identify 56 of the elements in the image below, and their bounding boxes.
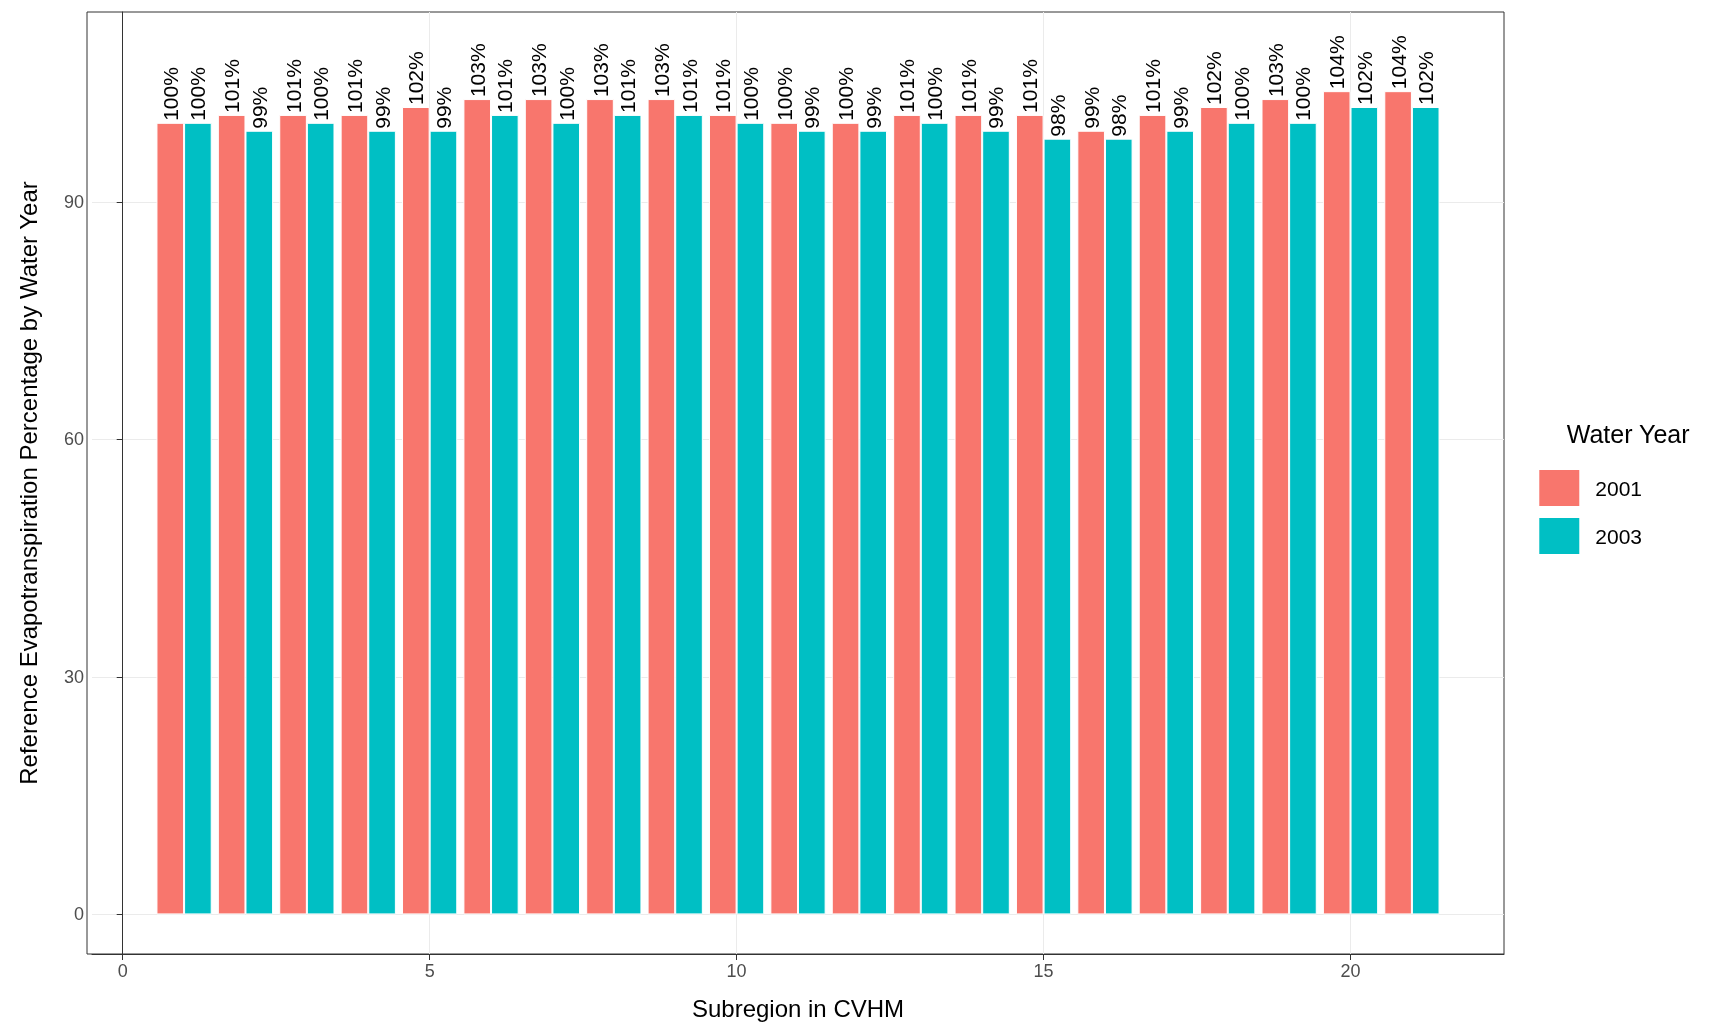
data-label: 101%: [1018, 59, 1042, 113]
data-label: 99%: [1079, 86, 1103, 129]
data-label: 100%: [738, 67, 762, 121]
y-tick-label: 60: [63, 429, 84, 450]
data-label: 101%: [220, 59, 244, 113]
data-label: 101%: [281, 59, 305, 113]
data-label: 102%: [1202, 51, 1226, 105]
data-label: 100%: [186, 67, 210, 121]
legend-label: 2003: [1595, 524, 1642, 548]
data-label: 99%: [370, 86, 394, 129]
legend-label: 2001: [1595, 476, 1642, 500]
data-label: 101%: [956, 59, 980, 113]
data-label: 100%: [158, 67, 182, 121]
data-label: 100%: [1291, 67, 1315, 121]
data-label: 104%: [1325, 35, 1349, 90]
y-tick-label: 90: [63, 191, 84, 212]
data-label: 99%: [1168, 86, 1192, 129]
data-label: 102%: [1352, 51, 1376, 105]
data-label: 100%: [923, 67, 947, 121]
data-label: 98%: [1045, 94, 1069, 137]
data-label: 104%: [1386, 35, 1410, 90]
data-label: 103%: [588, 43, 612, 98]
data-label: 103%: [527, 43, 551, 98]
x-tick-label: 10: [726, 961, 747, 981]
x-axis-title: Subregion in CVHM: [691, 994, 905, 1022]
data-label: 98%: [1107, 94, 1131, 137]
data-label: 103%: [465, 43, 489, 98]
data-label: 99%: [431, 86, 455, 129]
data-label: 103%: [649, 43, 673, 98]
x-tick-label: 20: [1340, 961, 1361, 981]
data-label: 101%: [1141, 59, 1165, 113]
data-label: 99%: [800, 86, 824, 129]
data-label: 101%: [711, 59, 735, 113]
x-tick-label: 5: [424, 961, 435, 981]
y-tick-label: 0: [73, 904, 84, 925]
data-label: 100%: [772, 67, 796, 121]
y-axis-title: Reference Evapotranspiration Percentage by Water Year: [14, 181, 42, 785]
data-label: 100%: [309, 67, 333, 121]
data-label: 101%: [895, 59, 919, 113]
data-label: 101%: [677, 59, 701, 113]
y-tick-label: 30: [63, 666, 84, 687]
data-label: 103%: [1263, 43, 1287, 98]
data-label: 99%: [861, 86, 885, 129]
data-label: 101%: [616, 59, 640, 113]
x-tick-label: 15: [1033, 961, 1054, 981]
legend-title: Water Year: [1566, 419, 1690, 448]
data-label: 99%: [247, 86, 271, 129]
data-label: 100%: [1230, 67, 1254, 121]
data-label: 102%: [1414, 51, 1438, 105]
data-label: 100%: [834, 67, 858, 121]
data-label: 102%: [404, 51, 428, 105]
data-label: 99%: [984, 86, 1008, 129]
data-label: 101%: [493, 59, 517, 113]
x-tick-label: 0: [117, 961, 128, 981]
data-label: 101%: [342, 59, 366, 113]
data-label: 100%: [554, 67, 578, 121]
